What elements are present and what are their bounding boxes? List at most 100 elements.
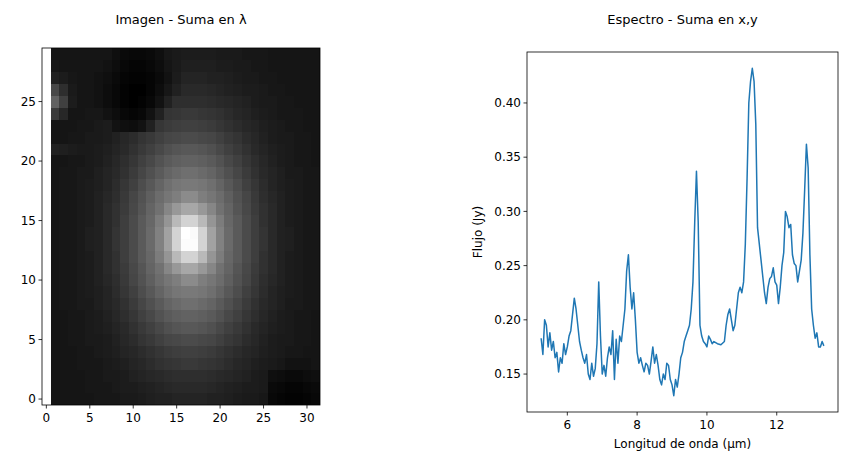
cell [103, 60, 112, 72]
cell [303, 334, 312, 346]
cell [233, 334, 242, 346]
cell [311, 179, 320, 191]
cell [94, 60, 103, 72]
cell [68, 60, 77, 72]
cell [224, 48, 233, 60]
cell [181, 262, 190, 274]
cell [155, 108, 164, 120]
cell [59, 84, 68, 96]
cell [129, 119, 138, 131]
cell [251, 203, 260, 215]
cell [164, 310, 173, 322]
cell [311, 215, 320, 227]
cell [68, 215, 77, 227]
x-tick [220, 405, 221, 409]
cell [216, 203, 225, 215]
cell [242, 155, 251, 167]
cell [85, 167, 94, 179]
cell [146, 191, 155, 203]
cell [155, 48, 164, 60]
cell [120, 322, 129, 334]
cell [216, 215, 225, 227]
cell [311, 346, 320, 358]
cell [198, 250, 207, 262]
y-tick [39, 101, 43, 102]
cell [94, 155, 103, 167]
cell [216, 167, 225, 179]
cell [138, 286, 147, 298]
cell [285, 143, 294, 155]
x-tick [176, 405, 177, 409]
cell [164, 48, 173, 60]
cell [164, 72, 173, 84]
cell [85, 48, 94, 60]
cell [103, 48, 112, 60]
cell [242, 322, 251, 334]
cell [207, 274, 216, 286]
cell [51, 191, 60, 203]
cell [146, 298, 155, 310]
cell [251, 191, 260, 203]
cell [77, 357, 86, 369]
cell [181, 238, 190, 250]
cell [146, 179, 155, 191]
cell [268, 119, 277, 131]
cell [190, 334, 199, 346]
cell [251, 96, 260, 108]
cell [155, 298, 164, 310]
cell [112, 84, 121, 96]
cell [94, 108, 103, 120]
cell [242, 286, 251, 298]
cell [85, 215, 94, 227]
cell [120, 167, 129, 179]
cell [77, 203, 86, 215]
cell [277, 393, 286, 405]
cell [233, 322, 242, 334]
cell [233, 215, 242, 227]
cell [233, 203, 242, 215]
cell [77, 167, 86, 179]
cell [59, 357, 68, 369]
cell [68, 286, 77, 298]
cell [164, 262, 173, 274]
cell [251, 179, 260, 191]
cell [155, 143, 164, 155]
cell [198, 381, 207, 393]
cell [94, 369, 103, 381]
cell [138, 179, 147, 191]
cell [216, 143, 225, 155]
cell [181, 119, 190, 131]
cell [303, 119, 312, 131]
cell [77, 131, 86, 143]
cell [77, 227, 86, 239]
cell [129, 346, 138, 358]
cell [277, 143, 286, 155]
cell [155, 250, 164, 262]
cell [51, 250, 60, 262]
cell [216, 346, 225, 358]
cell [198, 227, 207, 239]
cell [164, 215, 173, 227]
cell [68, 191, 77, 203]
cell [112, 60, 121, 72]
cell [129, 48, 138, 60]
cell [164, 131, 173, 143]
cell [303, 155, 312, 167]
cell [277, 262, 286, 274]
cell [216, 227, 225, 239]
cell [181, 322, 190, 334]
cell [146, 48, 155, 60]
cell [259, 357, 268, 369]
cell [129, 310, 138, 322]
cell [277, 322, 286, 334]
cell [294, 381, 303, 393]
cell [303, 369, 312, 381]
cell [155, 72, 164, 84]
cell [277, 286, 286, 298]
cell [268, 286, 277, 298]
cell [259, 119, 268, 131]
cell [164, 191, 173, 203]
cell [181, 108, 190, 120]
cell [311, 203, 320, 215]
cell [59, 191, 68, 203]
